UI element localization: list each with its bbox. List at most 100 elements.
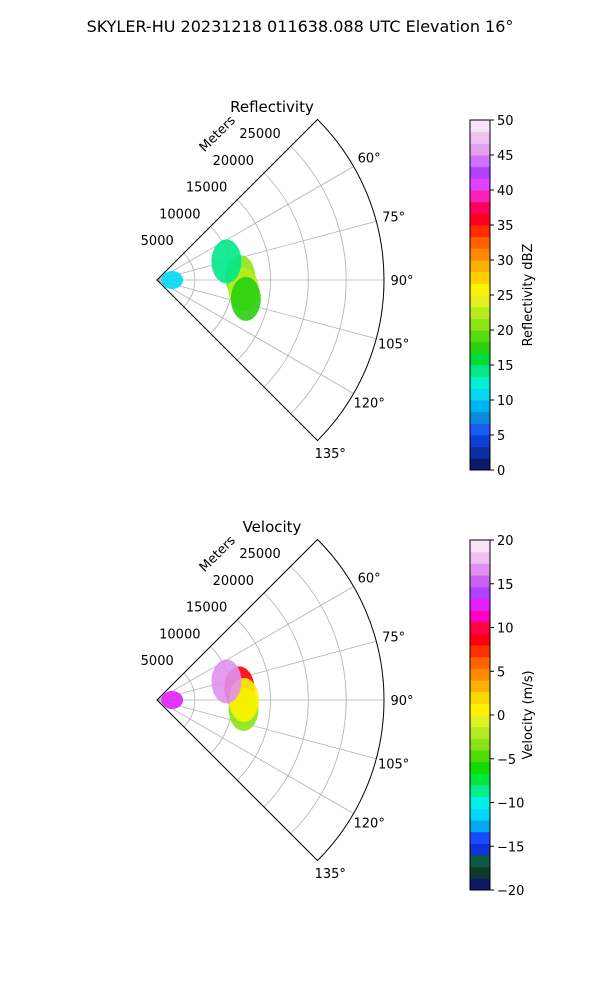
range-tick-label: 15000 — [186, 601, 227, 616]
azimuth-tick-label: 75° — [382, 631, 405, 646]
colorbar-segment — [470, 260, 490, 273]
colorbar-tick-label: 5 — [497, 665, 505, 680]
azimuth-spoke — [156, 279, 354, 394]
colorbar-tick-label: −10 — [497, 797, 524, 812]
colorbar: −20 −15 −10 −5 0 5 10 15 20 Velocity (m/s) — [469, 534, 536, 899]
echo-region — [211, 239, 242, 284]
colorbar-segment — [470, 761, 490, 774]
chart-panel-0: Reflectivity 5000 10000 15000 20000 25000Mete… — [141, 98, 536, 479]
azimuth-spoke — [156, 166, 354, 281]
azimuth-spoke — [156, 220, 377, 281]
colorbar-segment — [470, 691, 490, 704]
range-axis-label: Meters — [197, 113, 239, 155]
azimuth-spoke — [156, 586, 354, 701]
range-tick-label: 10000 — [159, 207, 200, 222]
echo-region — [211, 659, 242, 704]
colorbar-segment — [470, 715, 490, 728]
chart-title: Velocity — [243, 518, 302, 536]
colorbar-segment — [470, 411, 490, 424]
azimuth-tick-label: 60° — [358, 152, 381, 167]
azimuth-spoke — [156, 279, 377, 340]
colorbar-segment — [470, 680, 490, 693]
colorbar-segment — [470, 843, 490, 856]
echo-region — [161, 271, 184, 289]
colorbar-segment — [470, 190, 490, 203]
azimuth-tick-label: 90° — [390, 274, 413, 289]
colorbar-segment — [470, 155, 490, 168]
colorbar-tick-label: 30 — [497, 254, 514, 269]
azimuth-spoke — [156, 640, 377, 701]
colorbar-segment — [470, 400, 490, 413]
colorbar-tick-label: 10 — [497, 622, 514, 637]
colorbar-tick-label: 15 — [497, 578, 514, 593]
azimuth-spoke — [156, 699, 354, 814]
range-tick-label: 20000 — [213, 574, 254, 589]
colorbar-segment — [470, 668, 490, 681]
azimuth-tick-label: 120° — [354, 817, 385, 832]
range-tick-label: 10000 — [159, 627, 200, 642]
colorbar-tick-label: 35 — [497, 219, 514, 234]
colorbar-segment — [470, 750, 490, 763]
range-tick-label: 25000 — [239, 547, 280, 562]
colorbar-tick-label: 5 — [497, 429, 505, 444]
colorbar-segment — [470, 143, 490, 156]
colorbar-segment — [470, 423, 490, 436]
colorbar-segment — [470, 236, 490, 249]
colorbar-segment — [470, 866, 490, 879]
azimuth-tick-label: 105° — [378, 337, 409, 352]
colorbar-tick-label: 15 — [497, 359, 514, 374]
colorbar-segment — [470, 551, 490, 564]
chart-title: Reflectivity — [230, 98, 314, 116]
colorbar-segment — [470, 785, 490, 798]
colorbar-segment — [470, 808, 490, 821]
colorbar-segment — [470, 353, 490, 366]
figure-suptitle: SKYLER-HU 20231218 011638.088 UTC Elevat… — [87, 17, 514, 36]
colorbar-segment — [470, 540, 490, 553]
range-tick-label: 15000 — [186, 181, 227, 196]
azimuth-tick-label: 105° — [378, 757, 409, 772]
colorbar-segment — [470, 376, 490, 389]
colorbar-segment — [470, 435, 490, 448]
colorbar-segment — [470, 330, 490, 343]
colorbar-segment — [470, 213, 490, 226]
colorbar-segment — [470, 831, 490, 844]
colorbar-tick-label: 20 — [497, 534, 514, 549]
sector-outline — [156, 118, 385, 442]
azimuth-spoke — [156, 699, 377, 760]
colorbar-segment — [470, 365, 490, 378]
sector-outline — [156, 538, 385, 862]
range-tick-label: 5000 — [141, 654, 174, 669]
colorbar-segment — [470, 738, 490, 751]
colorbar-segment — [470, 621, 490, 634]
colorbar-segment — [470, 341, 490, 354]
colorbar-segment — [470, 306, 490, 319]
colorbar-segment — [470, 598, 490, 611]
azimuth-tick-label: 60° — [358, 572, 381, 587]
colorbar-tick-label: 50 — [497, 114, 514, 129]
range-tick-label: 25000 — [239, 127, 280, 142]
colorbar-segment — [470, 575, 490, 588]
colorbar-tick-label: −20 — [497, 884, 524, 899]
colorbar-segment — [470, 166, 490, 179]
colorbar-tick-label: 25 — [497, 289, 514, 304]
colorbar: 0 5 10 15 20 25 30 35 40 45 50 Reflectivity dBZ — [469, 114, 536, 479]
azimuth-tick-label: 90° — [390, 694, 413, 709]
colorbar-segment — [470, 878, 490, 891]
echo-region — [161, 691, 184, 709]
colorbar-segment — [470, 796, 490, 809]
colorbar-segment — [470, 131, 490, 144]
colorbar-segment — [470, 645, 490, 658]
colorbar-segment — [470, 610, 490, 623]
colorbar-segment — [470, 388, 490, 401]
colorbar-segment — [470, 633, 490, 646]
azimuth-tick-label: 75° — [382, 211, 405, 226]
colorbar-segment — [470, 563, 490, 576]
colorbar-segment — [470, 773, 490, 786]
colorbar-segment — [470, 295, 490, 308]
colorbar-segment — [470, 855, 490, 868]
colorbar-segment — [470, 201, 490, 214]
colorbar-segment — [470, 225, 490, 238]
colorbar-tick-label: 20 — [497, 324, 514, 339]
